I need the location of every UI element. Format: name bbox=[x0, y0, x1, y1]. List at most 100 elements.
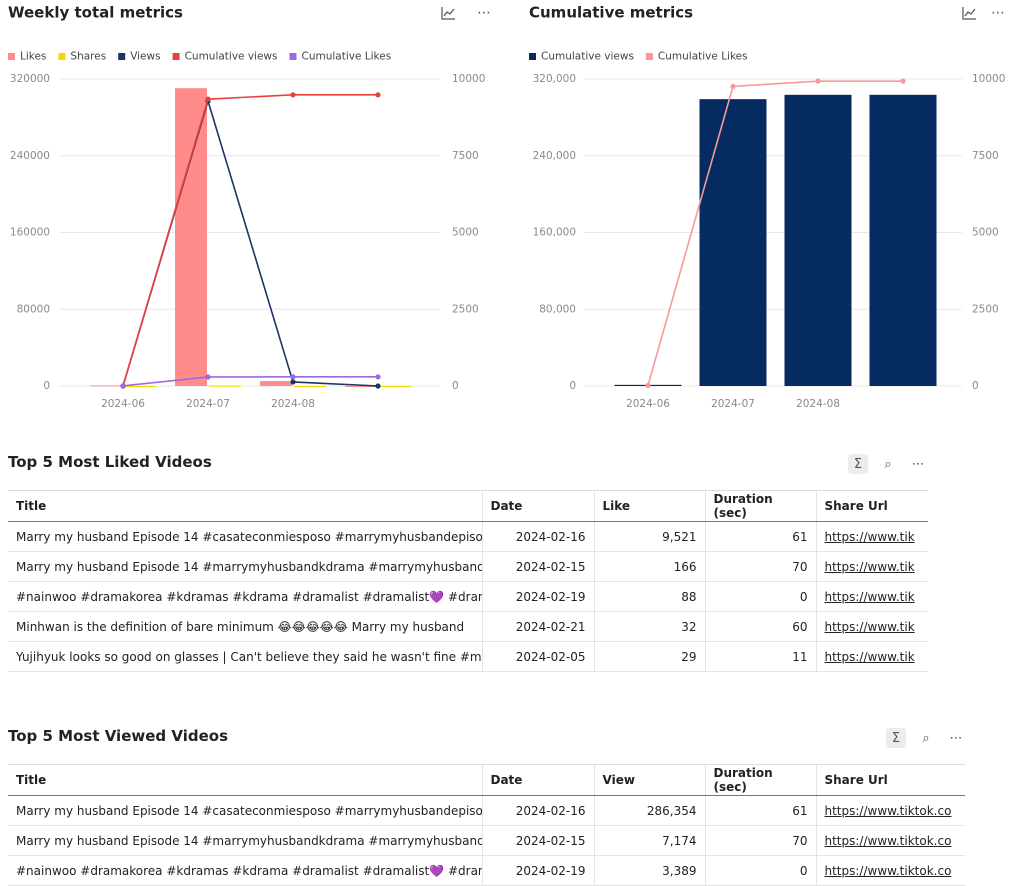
table-cell: 9,521 bbox=[593, 521, 705, 552]
point bbox=[375, 374, 381, 380]
point bbox=[205, 96, 211, 102]
point bbox=[730, 83, 736, 89]
point bbox=[290, 92, 296, 98]
x-tick-label: 2024-06 bbox=[101, 398, 145, 410]
table-cell: 70 bbox=[704, 825, 816, 856]
line bbox=[647, 80, 903, 386]
charts: Weekly total metrics Cumulative metrics … bbox=[8, 4, 1005, 410]
legend-swatch bbox=[289, 53, 297, 60]
table-row: #nainwoo #dramakorea #kdramas #kdrama #d… bbox=[8, 855, 965, 886]
search-button[interactable]: ⌕ bbox=[922, 730, 930, 746]
y-tick-label: 240000 bbox=[10, 150, 50, 162]
table-cell: Marry my husband Episode 14 #marrymyhusb… bbox=[8, 825, 482, 856]
table-cell: 61 bbox=[704, 521, 816, 552]
table-cell: 2024-02-16 bbox=[481, 795, 594, 826]
axis-icon bbox=[962, 7, 976, 20]
table-cell[interactable]: https://www.tik bbox=[815, 641, 928, 672]
sum-button[interactable]: Σ bbox=[886, 728, 906, 748]
table-cell: 29 bbox=[593, 641, 705, 672]
table-cell: 2024-02-16 bbox=[481, 521, 594, 552]
table-cell: 61 bbox=[704, 795, 816, 826]
point bbox=[290, 374, 296, 380]
line bbox=[122, 94, 378, 387]
table-cell: 70 bbox=[704, 551, 816, 582]
legend-label: Cumulative Likes bbox=[658, 51, 748, 63]
more-icon[interactable]: ⋯ bbox=[477, 5, 491, 21]
y2-tick-label: 2500 bbox=[452, 303, 479, 315]
y-tick-label: 0 bbox=[569, 380, 576, 392]
legend-swatch bbox=[8, 53, 15, 60]
table-cell: 0 bbox=[704, 581, 816, 612]
sum-button[interactable]: Σ bbox=[848, 454, 868, 474]
y2-tick-label: 7500 bbox=[972, 150, 999, 162]
line bbox=[122, 98, 379, 387]
table-cell[interactable]: https://www.tiktok.co bbox=[815, 795, 965, 826]
table-cell[interactable]: https://www.tik bbox=[815, 611, 928, 642]
more-button[interactable]: ⋯ bbox=[949, 730, 963, 746]
table-cell[interactable]: https://www.tiktok.co bbox=[815, 825, 965, 856]
bar bbox=[209, 385, 241, 387]
legend-swatch bbox=[529, 53, 536, 60]
table-cell: 2024-02-15 bbox=[481, 551, 594, 582]
y-tick-label: 320,000 bbox=[533, 73, 576, 85]
chart-icon[interactable] bbox=[441, 7, 455, 20]
legend-label: Cumulative views bbox=[185, 51, 278, 63]
search-button[interactable]: ⌕ bbox=[884, 456, 892, 472]
x-tick-label: 2024-08 bbox=[271, 398, 315, 410]
point bbox=[205, 374, 211, 380]
bar bbox=[124, 386, 156, 387]
y2-tick-label: 5000 bbox=[972, 227, 999, 239]
table-row: Marry my husband Episode 14 #marrymyhusb… bbox=[8, 825, 965, 856]
table-cell[interactable]: https://www.tik bbox=[815, 581, 928, 612]
legend-label: Views bbox=[130, 51, 160, 63]
column-header: Like bbox=[593, 490, 705, 522]
column-header: Date bbox=[481, 490, 594, 522]
legend-label: Likes bbox=[20, 51, 46, 63]
line-icon bbox=[964, 8, 976, 17]
legend-label: Cumulative Likes bbox=[302, 51, 392, 63]
column-header: Title bbox=[8, 490, 482, 522]
chart-icon[interactable] bbox=[962, 7, 976, 20]
y2-tick-label: 0 bbox=[972, 380, 979, 392]
table-cell[interactable]: https://www.tiktok.co bbox=[815, 855, 965, 886]
header-row: Title Date Like Duration (sec) Share Url bbox=[8, 490, 928, 522]
bar bbox=[869, 94, 937, 387]
table-cell: 11 bbox=[704, 641, 816, 672]
table-cell: 286,354 bbox=[593, 795, 705, 826]
table-row: #nainwoo #dramakorea #kdramas #kdrama #d… bbox=[8, 581, 928, 612]
table-toolbar: Σ ⌕ ⋯ bbox=[886, 728, 966, 748]
table-cell[interactable]: https://www.tik bbox=[815, 521, 928, 552]
column-header: Duration (sec) bbox=[704, 490, 816, 522]
table-cell[interactable]: https://www.tik bbox=[815, 551, 928, 582]
table-row: Marry my husband Episode 14 #casateconmi… bbox=[8, 521, 928, 552]
more-button[interactable]: ⋯ bbox=[911, 456, 925, 472]
point bbox=[120, 383, 126, 389]
column-header: Duration (sec) bbox=[704, 764, 816, 796]
bar bbox=[260, 381, 292, 386]
y2-tick-label: 10000 bbox=[972, 73, 1005, 85]
more-icon[interactable]: ⋯ bbox=[991, 5, 1005, 21]
column-header: Share Url bbox=[815, 490, 928, 522]
table-cell: 3,389 bbox=[593, 855, 705, 886]
table-cell: 166 bbox=[593, 551, 705, 582]
table-cell: Marry my husband Episode 14 #marrymyhusb… bbox=[8, 551, 482, 582]
table-cell: 60 bbox=[704, 611, 816, 642]
y-tick-label: 80,000 bbox=[539, 303, 576, 315]
y-tick-label: 320000 bbox=[10, 73, 50, 85]
chart-title: Weekly total metrics bbox=[8, 4, 183, 22]
point bbox=[290, 379, 296, 385]
x-tick-label: 2024-07 bbox=[711, 398, 755, 410]
column-header: Date bbox=[481, 764, 594, 796]
legend-label: Shares bbox=[70, 51, 106, 63]
bar bbox=[345, 386, 377, 387]
bar bbox=[379, 386, 411, 387]
y2-tick-label: 5000 bbox=[452, 227, 479, 239]
table-cell: 2024-02-05 bbox=[481, 641, 594, 672]
table-cell: 0 bbox=[704, 855, 816, 886]
header-row: Title Date View Duration (sec) Share Url bbox=[8, 764, 965, 796]
chart-title: Cumulative metrics bbox=[529, 4, 693, 22]
table-cell: 2024-02-19 bbox=[481, 855, 594, 886]
table-cell: Marry my husband Episode 14 #casateconmi… bbox=[8, 521, 482, 552]
table-cell: Marry my husband Episode 14 #casateconmi… bbox=[8, 795, 482, 826]
table-row: Yujihyuk looks so good on glasses | Can'… bbox=[8, 641, 928, 672]
